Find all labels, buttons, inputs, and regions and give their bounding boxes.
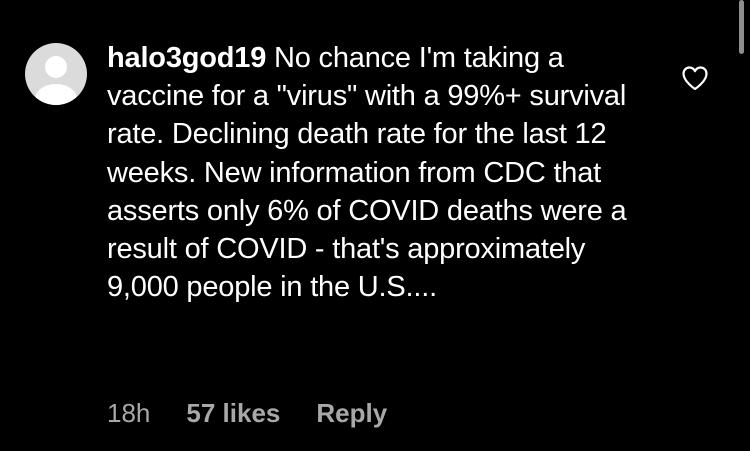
reply-button[interactable]: Reply — [316, 397, 388, 428]
comment-meta: 18h 57 likes Reply — [107, 396, 387, 430]
comment-message: No chance I'm taking a vaccine for a "vi… — [107, 42, 627, 304]
avatar[interactable] — [25, 43, 87, 105]
comment-text: halo3god19 No chance I'm taking a vaccin… — [107, 39, 647, 306]
comment-timestamp: 18h — [107, 397, 151, 428]
scrollbar[interactable] — [739, 0, 744, 54]
comment-likes-count[interactable]: 57 likes — [186, 397, 281, 428]
like-button[interactable] — [681, 65, 709, 91]
heart-outline-icon — [682, 66, 708, 91]
comment-body: halo3god19 No chance I'm taking a vaccin… — [107, 39, 647, 306]
default-user-avatar-icon — [35, 56, 77, 105]
comment-username[interactable]: halo3god19 — [107, 42, 267, 74]
